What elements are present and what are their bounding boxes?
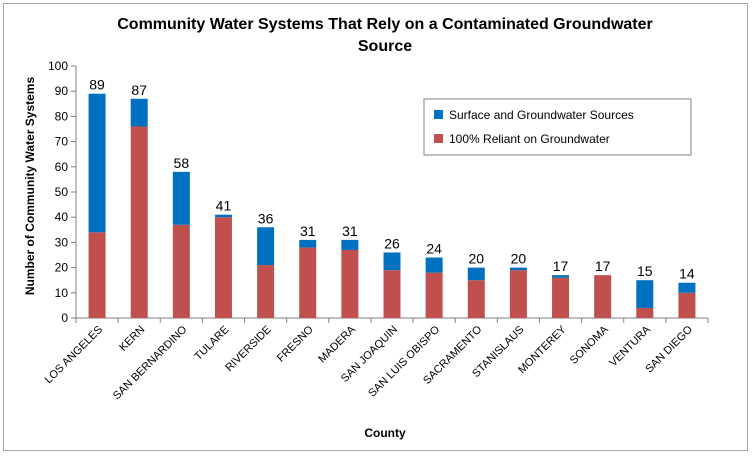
bar-segment-surface-and-groundwater <box>509 267 527 271</box>
y-tick-label: 0 <box>61 311 68 325</box>
y-tick-label: 50 <box>55 185 69 199</box>
bar-segment-groundwater-only <box>383 270 401 318</box>
x-category-label: SAN LUIS OBISPO <box>366 323 442 399</box>
legend-swatch <box>434 134 443 143</box>
bar-segment-groundwater-only <box>552 277 570 318</box>
legend-box <box>423 98 692 156</box>
bar-segment-surface-and-groundwater <box>636 280 654 308</box>
data-label: 36 <box>258 210 274 226</box>
data-label: 41 <box>216 198 232 214</box>
data-label: 26 <box>384 235 400 251</box>
data-label: 17 <box>553 258 569 274</box>
data-label: 15 <box>637 263 653 279</box>
x-category-label: MADERA <box>316 323 358 365</box>
x-category-label: LOS ANGELES <box>43 324 106 387</box>
bar-segment-groundwater-only <box>467 280 485 318</box>
x-category-label: FRESNO <box>275 323 316 364</box>
bar-segment-surface-and-groundwater <box>552 275 570 278</box>
x-axis-title: County <box>364 426 406 440</box>
legend-label: Surface and Groundwater Sources <box>449 108 634 122</box>
x-category-label: KERN <box>117 324 147 354</box>
data-label: 87 <box>131 82 147 98</box>
y-tick-label: 20 <box>55 261 69 275</box>
bar-segment-groundwater-only <box>341 249 359 318</box>
data-label: 20 <box>468 251 484 267</box>
bar-segment-surface-and-groundwater <box>172 171 190 225</box>
x-category-label: RIVERSIDE <box>223 324 273 374</box>
data-label: 89 <box>89 77 105 93</box>
x-category-label: SAN BERNARDINO <box>111 323 190 402</box>
legend: Surface and Groundwater Sources 100% Reli… <box>423 98 692 156</box>
legend-label: 100% Reliant on Groundwater <box>449 132 610 146</box>
bar-segment-groundwater-only <box>172 224 190 318</box>
bar-segment-groundwater-only <box>594 275 612 318</box>
data-label: 14 <box>679 266 695 282</box>
chart-title-line-1: Community Water Systems That Rely on a C… <box>117 16 653 33</box>
data-label: 58 <box>174 155 190 171</box>
bar-segment-surface-and-groundwater <box>678 282 696 293</box>
bar-segment-surface-and-groundwater <box>299 239 317 248</box>
chart-title-line-2: Source <box>358 38 412 55</box>
x-category-label: SONOMA <box>568 323 612 367</box>
bar-segment-surface-and-groundwater <box>88 93 106 233</box>
bar-segment-surface-and-groundwater <box>341 239 359 250</box>
y-tick-label: 40 <box>55 210 69 224</box>
data-label: 31 <box>342 223 358 239</box>
y-tick-label: 70 <box>55 135 69 149</box>
data-label: 24 <box>426 241 442 257</box>
bar-segment-surface-and-groundwater <box>467 267 485 281</box>
bar-segment-surface-and-groundwater <box>130 98 148 127</box>
chart-frame <box>3 3 748 451</box>
y-axis-title: Number of Community Water Systems <box>23 77 37 296</box>
x-category-label: TULARE <box>192 324 231 363</box>
bar-segment-groundwater-only <box>425 272 443 318</box>
bar-segment-groundwater-only <box>299 247 317 318</box>
y-tick-label: 80 <box>55 109 69 123</box>
bar-segment-groundwater-only <box>636 307 654 318</box>
y-tick-label: 90 <box>55 84 69 98</box>
data-label: 17 <box>595 258 611 274</box>
data-label: 20 <box>511 251 527 267</box>
bar-segment-groundwater-only <box>509 270 527 318</box>
legend-swatch <box>434 110 443 119</box>
bar-segment-groundwater-only <box>130 126 148 318</box>
bar-segment-surface-and-groundwater <box>214 214 232 218</box>
bar-segment-groundwater-only <box>214 217 232 318</box>
y-tick-label: 100 <box>48 59 68 73</box>
bar-segment-surface-and-groundwater <box>383 252 401 271</box>
y-tick-label: 30 <box>55 235 69 249</box>
bar-segment-groundwater-only <box>257 265 275 318</box>
y-tick-label: 60 <box>55 160 69 174</box>
bar-segment-surface-and-groundwater <box>425 257 443 273</box>
bar-segment-surface-and-groundwater <box>257 227 275 266</box>
y-tick-label: 10 <box>55 286 69 300</box>
data-label: 31 <box>300 223 316 239</box>
bar-segment-groundwater-only <box>678 292 696 318</box>
bar-segment-groundwater-only <box>88 232 106 318</box>
